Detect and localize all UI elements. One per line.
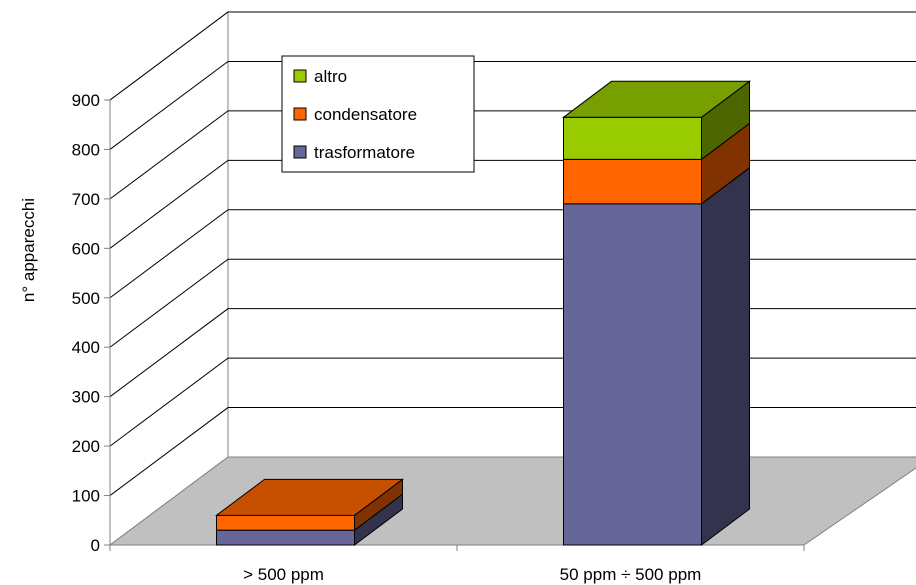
x-tick-label: > 500 ppm bbox=[243, 565, 324, 584]
bar-top-altro bbox=[562, 80, 751, 118]
x-axis-ticks: > 500 ppm 50 ppm ÷ 500 ppm bbox=[243, 565, 701, 584]
y-axis-ticks: 0 100 200 300 400 500 600 700 800 900 bbox=[72, 91, 100, 555]
y-tick-label: 400 bbox=[72, 338, 100, 357]
side-wall bbox=[109, 11, 229, 546]
y-tick-label: 700 bbox=[72, 190, 100, 209]
y-tick-label: 600 bbox=[72, 239, 100, 258]
y-tick-label: 100 bbox=[72, 487, 100, 506]
bar-top-condensatore bbox=[214, 478, 405, 516]
legend: altro condensatore trasformatore bbox=[281, 55, 475, 173]
y-axis-title: n° apparecchi bbox=[19, 198, 38, 302]
y-tick-label: 500 bbox=[72, 289, 100, 308]
y-tick-label: 0 bbox=[91, 536, 100, 555]
y-tick-label: 900 bbox=[72, 91, 100, 110]
bar-segment-condensatore bbox=[216, 514, 355, 531]
bar-segment-condensatore bbox=[563, 158, 702, 205]
legend-swatch-altro bbox=[293, 69, 307, 83]
legend-label-trasformatore: trasformatore bbox=[314, 143, 415, 162]
gridline bbox=[109, 60, 916, 150]
y-tick-label: 800 bbox=[72, 140, 100, 159]
legend-label-altro: altro bbox=[314, 67, 347, 86]
legend-label-condensatore: condensatore bbox=[314, 105, 417, 124]
legend-swatch-condensatore bbox=[293, 107, 307, 121]
bars bbox=[214, 80, 751, 546]
legend-swatch-trasformatore bbox=[293, 145, 307, 159]
y-tick-label: 300 bbox=[72, 388, 100, 407]
gridline bbox=[109, 11, 916, 101]
bar-segment-trasformatore bbox=[216, 529, 355, 546]
legend-box bbox=[281, 55, 475, 173]
y-tick-label: 200 bbox=[72, 437, 100, 456]
x-tick-label: 50 ppm ÷ 500 ppm bbox=[560, 565, 702, 584]
bar-side-trasformatore bbox=[701, 166, 750, 546]
bar-segment-altro bbox=[563, 116, 702, 160]
bar-segment-trasformatore bbox=[563, 203, 702, 546]
